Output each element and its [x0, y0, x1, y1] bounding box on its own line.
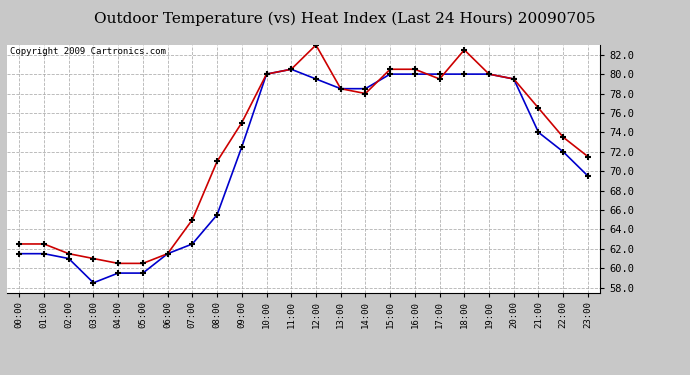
Text: Outdoor Temperature (vs) Heat Index (Last 24 Hours) 20090705: Outdoor Temperature (vs) Heat Index (Las…: [95, 11, 595, 26]
Text: Copyright 2009 Cartronics.com: Copyright 2009 Cartronics.com: [10, 48, 166, 57]
